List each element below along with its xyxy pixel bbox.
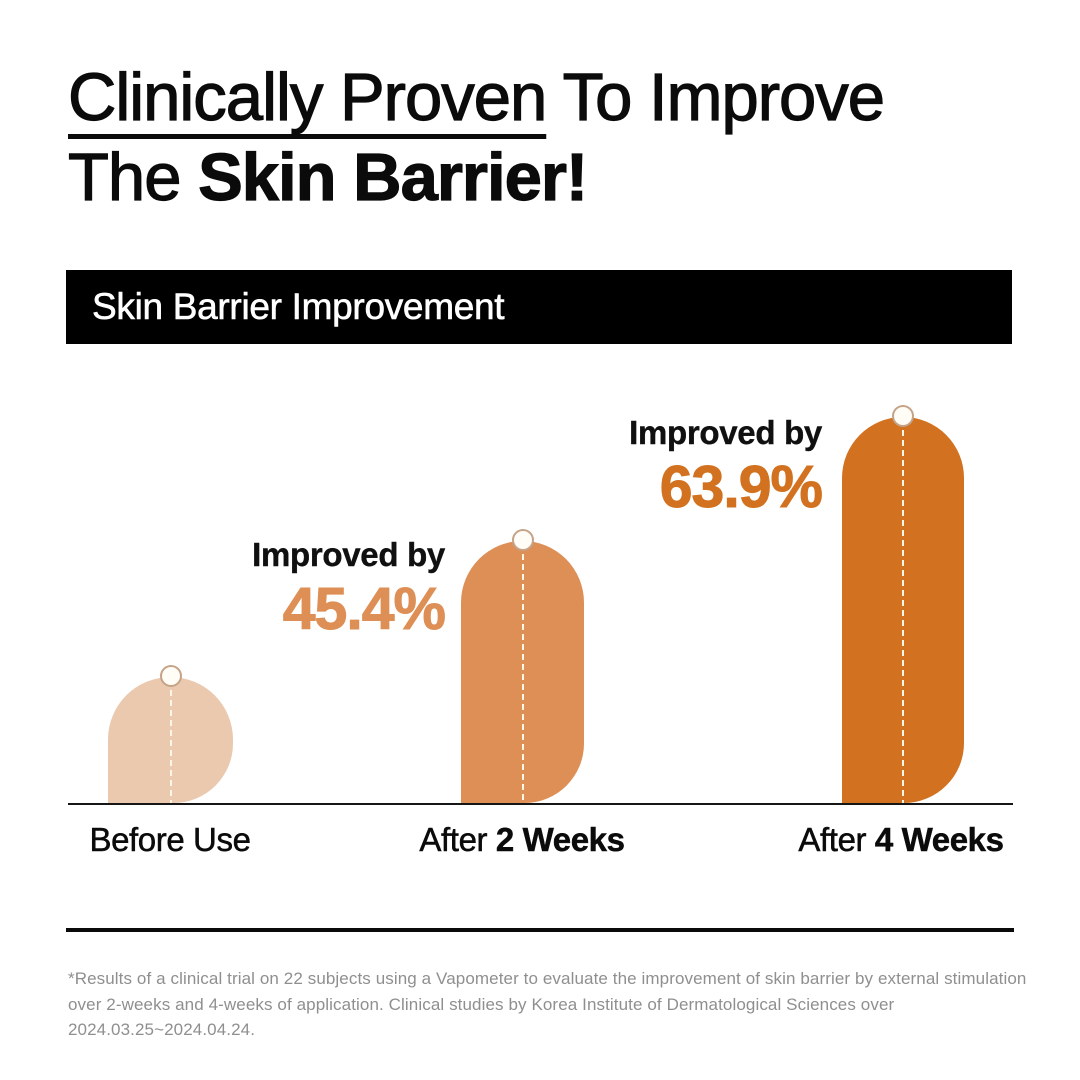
x-label-text: After bbox=[419, 821, 496, 859]
bar-before-use bbox=[108, 665, 233, 803]
annotation-percent-value: 63.9% bbox=[659, 454, 823, 520]
footnote: *Results of a clinical trial on 22 subje… bbox=[68, 966, 1080, 1043]
title-line1-rest: To Improve bbox=[546, 59, 886, 135]
x-label-before-use: Before Use bbox=[89, 821, 251, 859]
footer-divider bbox=[66, 928, 1014, 932]
annotation-after-4-weeks: Improved by 63.9% bbox=[629, 414, 824, 520]
x-label-text: After bbox=[798, 821, 875, 859]
annotation-prefix: Improved by bbox=[629, 414, 823, 451]
section-banner: Skin Barrier Improvement bbox=[66, 270, 1012, 344]
title-line2-prefix: The bbox=[67, 139, 199, 215]
x-label-bold-text: 4 Weeks bbox=[874, 821, 1005, 859]
x-axis-line bbox=[68, 803, 1013, 805]
bar-top-marker-dot bbox=[892, 405, 914, 427]
annotation-prefix: Improved by bbox=[252, 536, 446, 573]
bar-center-dashed-line bbox=[521, 554, 524, 803]
bar-after-2-weeks bbox=[461, 529, 584, 803]
x-label-bold-text: 2 Weeks bbox=[495, 821, 626, 859]
x-label-text: Before Use bbox=[89, 821, 251, 859]
title-line2-bold: Skin Barrier! bbox=[197, 139, 588, 215]
footnote-line-1: *Results of a clinical trial on 22 subje… bbox=[68, 969, 1027, 988]
bar-after-4-weeks bbox=[842, 405, 964, 803]
x-label-after-2-weeks: After 2 Weeks bbox=[419, 821, 626, 859]
bar-center-dashed-line bbox=[169, 690, 172, 803]
footnote-line-2: over 2-weeks and 4-weeks of application.… bbox=[68, 994, 895, 1040]
annotation-after-2-weeks: Improved by 45.4% bbox=[252, 536, 447, 642]
banner-label: Skin Barrier Improvement bbox=[92, 286, 505, 328]
bar-top-marker-dot bbox=[159, 665, 182, 687]
bar-center-dashed-line bbox=[902, 430, 904, 803]
title-line-2: The Skin Barrier! bbox=[67, 138, 884, 218]
title-line-1: Clinically Proven To Improve bbox=[67, 58, 886, 138]
title-underlined-text: Clinically Proven bbox=[67, 59, 547, 135]
bar-top-marker-dot bbox=[511, 529, 534, 551]
annotation-percent-value: 45.4% bbox=[282, 576, 446, 642]
page-title: Clinically Proven To Improve The Skin Ba… bbox=[67, 58, 886, 218]
x-label-after-4-weeks: After 4 Weeks bbox=[798, 821, 1005, 859]
